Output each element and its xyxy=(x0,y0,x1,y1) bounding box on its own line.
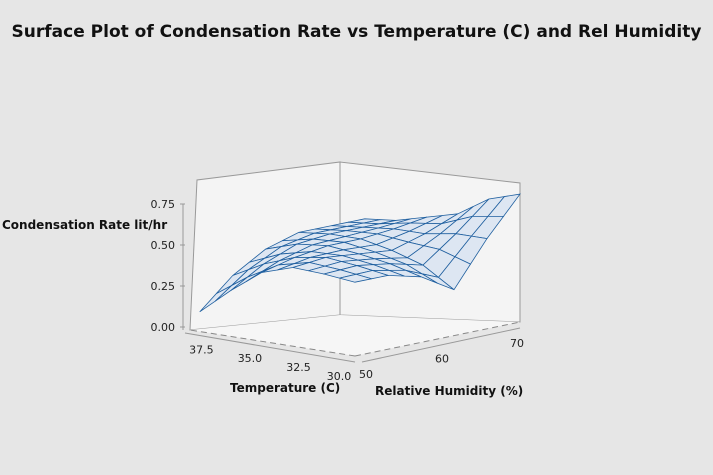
y-axis-label: Relative Humidity (%) xyxy=(375,384,523,398)
z-tick-label: 0.75 xyxy=(151,198,176,211)
x-axis-label: Temperature (C) xyxy=(230,381,340,395)
z-axis-label: Condensation Rate lit/hr xyxy=(2,218,167,232)
floor xyxy=(190,315,520,356)
y-tick-label: 50 xyxy=(359,368,373,381)
humidity-axis-line xyxy=(361,327,521,363)
y-tick-label: 60 xyxy=(435,353,449,366)
surface-cell xyxy=(339,273,372,283)
y-tick-label: 70 xyxy=(510,337,524,350)
x-tick-label: 37.5 xyxy=(189,343,214,356)
axis-ticks: 0.00 0.25 0.50 0.75 37.5 35.0 32.5 30.0 50 60 70 xyxy=(151,198,525,383)
floor-edge-left xyxy=(189,329,356,357)
temp-axis-line xyxy=(184,332,356,363)
x-tick-label: 35.0 xyxy=(238,352,263,365)
surface-mesh xyxy=(199,193,521,313)
floor-edge-right xyxy=(354,321,521,357)
x-tick-label: 32.5 xyxy=(286,361,311,374)
chart-title: Surface Plot of Condensation Rate vs Tem… xyxy=(11,22,702,42)
x-tick-label: 30.0 xyxy=(327,370,352,383)
z-tick-label: 0.25 xyxy=(151,280,176,293)
z-tick-label: 0.00 xyxy=(151,321,176,334)
z-tick-label: 0.50 xyxy=(151,239,176,252)
